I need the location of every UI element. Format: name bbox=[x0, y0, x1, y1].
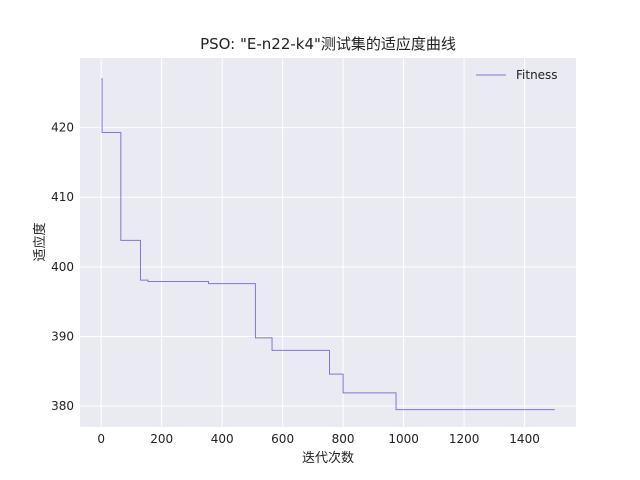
x-tick-label: 400 bbox=[211, 432, 234, 446]
grid bbox=[80, 58, 576, 427]
chart-title: PSO: "E-n22-k4"测试集的适应度曲线 bbox=[200, 35, 456, 53]
plot-area bbox=[80, 58, 576, 427]
series-layer bbox=[101, 78, 555, 411]
series-line-fitness bbox=[101, 78, 555, 411]
y-tick-label: 400 bbox=[51, 260, 74, 274]
y-tick-label: 410 bbox=[51, 190, 74, 204]
x-tick-label: 600 bbox=[271, 432, 294, 446]
x-axis-label: 迭代次数 bbox=[302, 450, 354, 466]
x-tick-label: 1400 bbox=[509, 432, 540, 446]
y-tick-label: 390 bbox=[51, 329, 74, 343]
x-tick-label: 0 bbox=[97, 432, 105, 446]
legend: Fitness bbox=[476, 68, 558, 82]
x-tick-label: 1200 bbox=[449, 432, 480, 446]
legend-label: Fitness bbox=[516, 68, 558, 82]
tick-layer: 0 200 400 600 800 1000 1200 1400 380 390 400 410 420 bbox=[51, 121, 540, 446]
y-tick-label: 420 bbox=[51, 121, 74, 135]
x-tick-label: 1000 bbox=[388, 432, 419, 446]
y-axis-label: 适应度 bbox=[32, 222, 48, 261]
x-tick-label: 800 bbox=[332, 432, 355, 446]
x-tick-label: 200 bbox=[150, 432, 173, 446]
y-tick-label: 380 bbox=[51, 399, 74, 413]
